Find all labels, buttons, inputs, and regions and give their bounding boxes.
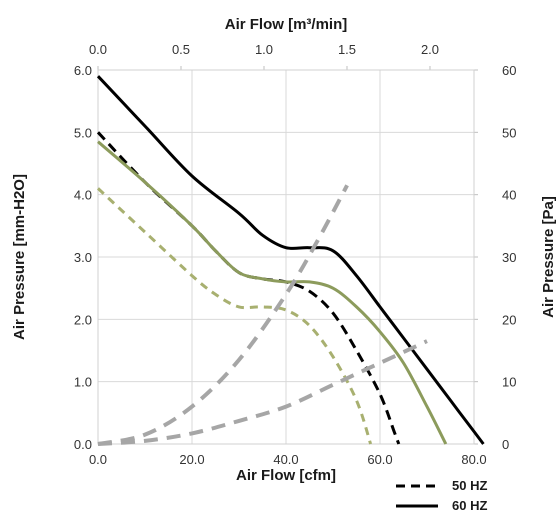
y-tick-label: 0.0 (74, 437, 92, 452)
x2-tick-label: 0.5 (172, 42, 190, 57)
series-layer (96, 75, 485, 446)
y2-tick-label: 10 (502, 375, 516, 390)
grid (97, 66, 478, 445)
y2-tick-label: 20 (502, 312, 516, 327)
x-tick-label: 60.0 (367, 452, 392, 467)
right-axis-title: Air Pressure [Pa] (540, 196, 557, 318)
x2-tick-label: 0.0 (89, 42, 107, 57)
y-tick-label: 5.0 (74, 125, 92, 140)
top-axis-title: Air Flow [m³/min] (225, 16, 348, 33)
x2-tick-label: 2.0 (421, 42, 439, 57)
y2-tick-label: 0 (502, 437, 509, 452)
x-tick-label: 20.0 (179, 452, 204, 467)
series-60hz-solid (96, 75, 485, 445)
plot-area-frame (97, 69, 475, 445)
legend: 50 HZ 60 HZ (396, 478, 487, 512)
y-tick-label: 3.0 (74, 250, 92, 265)
y-tick-label: 1.0 (74, 375, 92, 390)
y-tick-label: 2.0 (74, 312, 92, 327)
x2-tick-label: 1.5 (338, 42, 356, 57)
y2-tick-label: 50 (502, 125, 516, 140)
y2-tick-label: 40 (502, 188, 516, 203)
left-axis-title: Air Pressure [mm-H2O] (11, 174, 28, 340)
series-olive-dashed (96, 187, 373, 445)
y2-tick-label: 30 (502, 250, 516, 265)
legend-label-50hz: 50 HZ (452, 478, 487, 493)
y2-tick-label: 60 (502, 63, 516, 78)
legend-label-60hz: 60 HZ (452, 498, 487, 512)
x-tick-label: 0.0 (89, 452, 107, 467)
series-gray-dashed-shallow (97, 339, 428, 446)
series-gray-dashed-steep (97, 184, 349, 446)
x2-tick-label: 1.0 (255, 42, 273, 57)
tick-labels: 0.0 20.0 40.0 60.0 80.0 0.0 1.0 2.0 3.0 4.0 5.0 6.0… (74, 42, 517, 467)
y-tick-label: 4.0 (74, 188, 92, 203)
y-tick-label: 6.0 (74, 63, 92, 78)
series-olive-solid (97, 140, 448, 445)
x-tick-label: 80.0 (461, 452, 486, 467)
x-tick-label: 40.0 (273, 452, 298, 467)
bottom-axis-title: Air Flow [cfm] (236, 467, 336, 484)
